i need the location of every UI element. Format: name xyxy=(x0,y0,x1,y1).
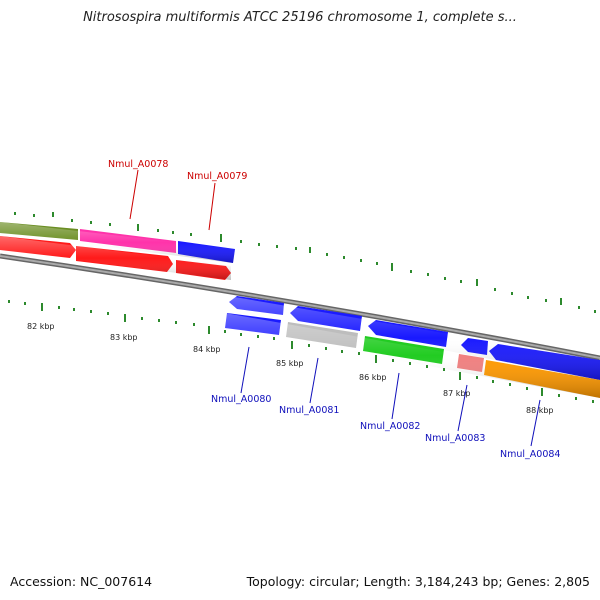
gene-labels-top[interactable]: Nmul_A0078 Nmul_A0079 xyxy=(108,159,247,231)
gene-label-a0081: Nmul_A0081 xyxy=(279,405,339,416)
scale-label: 86 kbp xyxy=(359,373,387,382)
scale-labels: 82 kbp 83 kbp 84 kbp 85 kbp 86 kbp 87 kb… xyxy=(27,322,554,415)
inner-features-row1[interactable] xyxy=(229,296,600,380)
gene-label-a0083: Nmul_A0083 xyxy=(425,433,485,444)
gene-label-a0078: Nmul_A0078 xyxy=(108,159,168,170)
gene-label-a0080: Nmul_A0080 xyxy=(211,394,271,405)
accession-text: Accession: NC_007614 xyxy=(10,574,153,589)
gene-labels-bottom[interactable]: Nmul_A0080 Nmul_A0081 Nmul_A0082 Nmul_A0… xyxy=(211,346,560,460)
scale-label: 83 kbp xyxy=(110,333,138,342)
gene-label-a0084: Nmul_A0084 xyxy=(500,449,560,460)
scale-label: 82 kbp xyxy=(27,322,55,331)
inner-features-row2[interactable] xyxy=(225,313,600,398)
map-title: Nitrosospira multiformis ATCC 25196 chro… xyxy=(83,10,517,25)
scale-label: 85 kbp xyxy=(276,359,304,368)
red-features[interactable] xyxy=(0,236,231,280)
inner-tick-row xyxy=(8,300,594,403)
scale-label: 88 kbp xyxy=(526,406,554,415)
scale-label: 87 kbp xyxy=(443,389,471,398)
outer-features[interactable] xyxy=(0,222,235,263)
scale-label: 84 kbp xyxy=(193,345,221,354)
gene-label-a0082: Nmul_A0082 xyxy=(360,421,420,432)
outer-tick-row xyxy=(14,212,596,313)
gene-label-a0079: Nmul_A0079 xyxy=(187,171,247,182)
topology-summary: Topology: circular; Length: 3,184,243 bp… xyxy=(246,574,590,589)
